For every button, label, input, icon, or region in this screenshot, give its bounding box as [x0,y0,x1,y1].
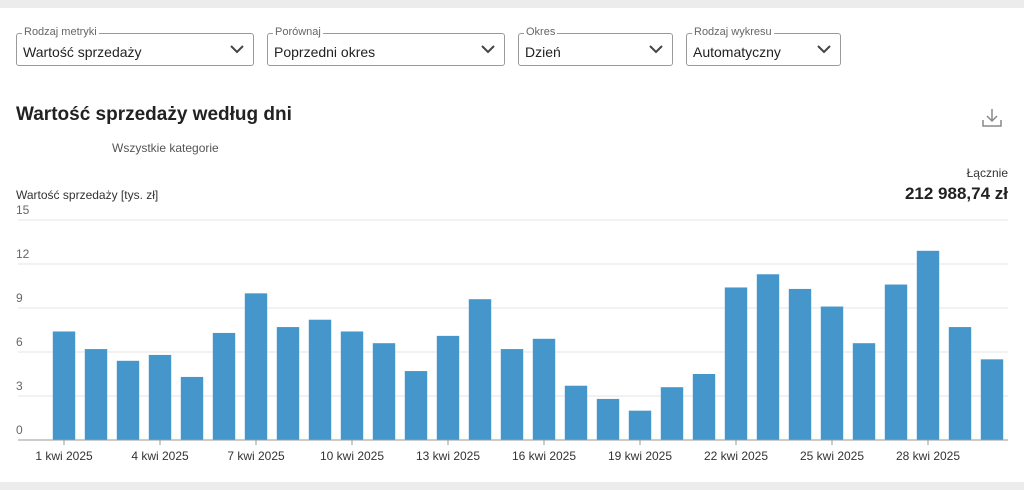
select-value: Automatyczny [693,44,781,60]
bar [596,398,620,440]
y-tick-label: 0 [16,423,23,437]
select-label: Porównaj [273,26,323,39]
bar [500,349,524,440]
y-tick-label: 12 [16,247,30,261]
x-tick-label: 22 kwi 2025 [704,449,768,463]
bar [724,287,748,440]
compare-select[interactable]: Porównaj Poprzedni okres [267,26,505,66]
bar [180,376,204,440]
chart-subtitle: Wszystkie kategorie [112,141,219,155]
x-tick-label: 13 kwi 2025 [416,449,480,463]
bar [340,331,364,440]
bar [308,319,332,440]
select-label: Rodzaj wykresu [692,26,774,39]
x-tick-label: 28 kwi 2025 [896,449,960,463]
bar [52,331,76,440]
download-icon[interactable] [982,108,1002,128]
bar [436,335,460,440]
bar [276,327,300,440]
x-tick-label: 10 kwi 2025 [320,449,384,463]
bar [116,360,140,440]
x-tick-label: 19 kwi 2025 [608,449,672,463]
report-card: Rodzaj metryki Wartość sprzedaży Porówna… [0,8,1024,482]
bar [948,327,972,440]
y-tick-label: 3 [16,379,23,393]
chart-type-select[interactable]: Rodzaj wykresu Automatyczny [686,26,841,66]
chart-title: Wartość sprzedaży według dni [16,104,292,125]
total-label: Łącznie [966,166,1008,180]
y-tick-label: 9 [16,291,23,305]
bar [852,343,876,440]
chevron-down-icon [230,45,244,54]
bar [212,332,236,440]
y-tick-label: 15 [16,204,30,217]
x-tick-label: 4 kwi 2025 [131,449,189,463]
bar [788,288,812,440]
bar [692,374,716,440]
bar [564,385,588,440]
select-label: Okres [524,26,558,39]
x-tick-label: 1 kwi 2025 [35,449,93,463]
select-border [16,33,254,66]
bar [404,371,428,440]
bar [468,299,492,440]
x-tick-label: 25 kwi 2025 [800,449,864,463]
bar [244,293,268,440]
chevron-down-icon [817,45,831,54]
bar [148,354,172,440]
y-axis-label: Wartość sprzedaży [tys. zł] [16,188,159,202]
select-border [267,33,505,66]
select-value: Poprzedni okres [274,44,376,60]
bar [916,250,940,440]
bar [372,343,396,440]
bar [980,359,1004,440]
metric-type-select[interactable]: Rodzaj metryki Wartość sprzedaży [16,26,254,66]
bar [532,338,556,440]
select-value: Dzień [525,44,561,60]
bar [84,349,108,440]
chevron-down-icon [481,45,495,54]
bar [820,306,844,440]
select-label: Rodzaj metryki [22,26,99,39]
total-value: 212 988,74 zł [904,184,1008,203]
bar [756,274,780,440]
select-value: Wartość sprzedaży [23,44,142,60]
select-border [518,33,673,66]
x-tick-label: 16 kwi 2025 [512,449,576,463]
period-select[interactable]: Okres Dzień [518,26,673,66]
bar-chart: 0 3 6 9 12 15 1 kwi 2025 4 kwi 2025 7 kwi 2025 10… [16,204,1008,463]
chevron-down-icon [649,45,663,54]
bar [884,284,908,440]
y-tick-label: 6 [16,335,23,349]
bar [660,387,684,440]
x-tick-label: 7 kwi 2025 [227,449,285,463]
bar [628,410,652,440]
